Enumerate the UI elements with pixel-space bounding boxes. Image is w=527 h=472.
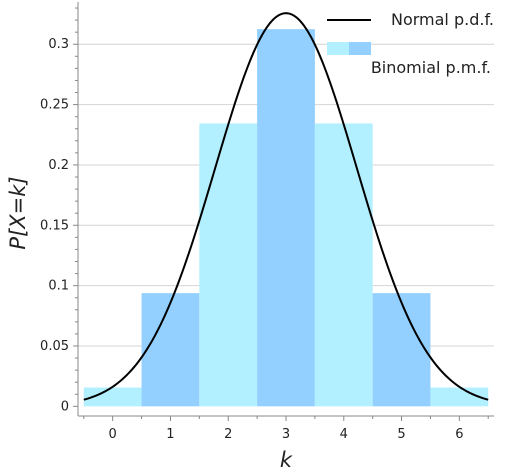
y-ticks: 0 0.05 0.1 0.15 0.2 0.25 0.3 <box>40 7 78 414</box>
x-tick-label: 2 <box>224 427 232 442</box>
legend-binomial-label: Binomial p.m.f. <box>371 58 491 77</box>
x-tick-label: 0 <box>109 427 117 442</box>
bars <box>83 29 489 407</box>
x-tick-label: 1 <box>166 427 174 442</box>
bar <box>372 293 431 407</box>
legend-normal-label: Normal p.d.f. <box>391 10 494 29</box>
x-tick-label: 3 <box>282 427 290 442</box>
y-tick-label: 0.2 <box>48 158 69 173</box>
y-tick-label: 0.05 <box>40 339 69 354</box>
x-tick-label: 4 <box>340 427 348 442</box>
x-tick-label: 5 <box>397 427 405 442</box>
bar <box>199 123 258 407</box>
bar <box>141 293 200 407</box>
normal-pdf-curve <box>83 12 489 401</box>
bar <box>83 387 142 407</box>
x-ticks: 0 1 2 3 4 5 6 <box>83 416 489 442</box>
legend: Normal p.d.f. Binomial p.m.f. <box>327 10 494 77</box>
x-tick-label: 6 <box>455 427 463 442</box>
y-axis-title: P[X=k] <box>6 176 30 249</box>
y-tick-label: 0.3 <box>48 37 69 52</box>
legend-binomial-swatch-light <box>327 42 349 55</box>
bar <box>257 29 315 407</box>
bar <box>314 123 373 407</box>
y-tick-label: 0.1 <box>48 279 69 294</box>
y-tick-label: 0.15 <box>40 218 69 233</box>
y-tick-label: 0 <box>61 399 69 414</box>
legend-binomial-swatch-dark <box>349 42 371 55</box>
x-axis-title: k <box>280 448 293 472</box>
bar <box>430 387 489 407</box>
y-tick-label: 0.25 <box>40 98 69 113</box>
